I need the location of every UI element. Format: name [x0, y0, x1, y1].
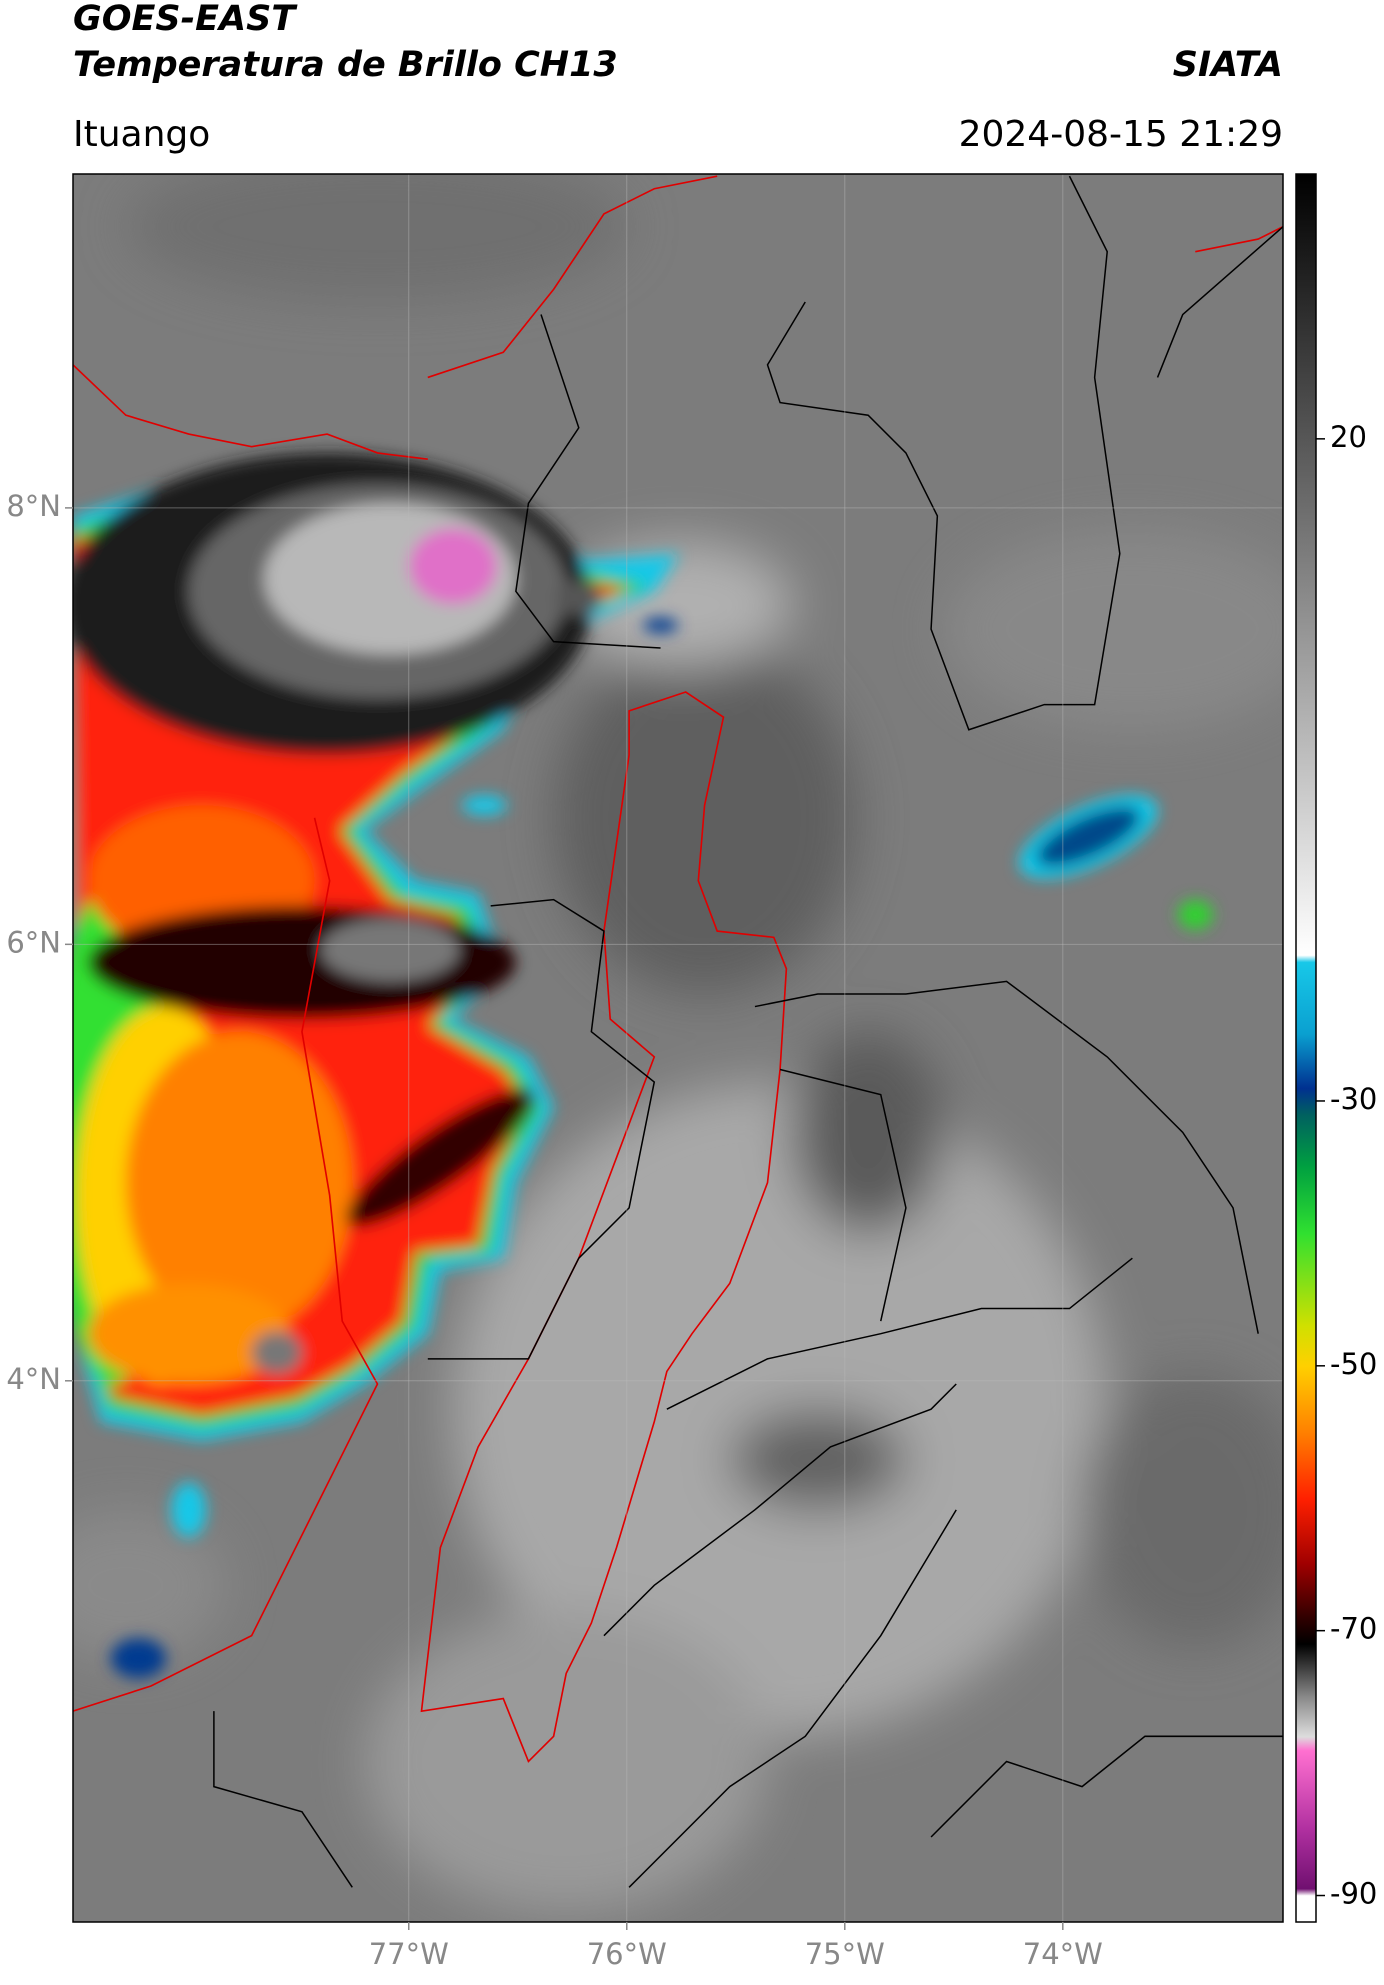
- colorbar-tick-label: -70: [1330, 1612, 1377, 1646]
- location: Ituango: [73, 114, 210, 155]
- lon-tick-label: 75°W: [805, 1937, 885, 1971]
- lon-tick-label: 77°W: [369, 1937, 449, 1971]
- colorbar: [1295, 173, 1317, 1923]
- grid: [73, 174, 1283, 1922]
- lon-tick-label: 74°W: [1023, 1937, 1103, 1971]
- lat-tick-label: 8°N: [6, 489, 61, 523]
- source: SIATA: [1173, 45, 1283, 85]
- satellite-image: [73, 174, 1283, 1922]
- colorbar-tick-label: -30: [1330, 1082, 1377, 1116]
- datetime: 2024-08-15 21:29: [959, 114, 1283, 155]
- lat-tick-label: 4°N: [6, 1362, 61, 1396]
- product-title: Temperatura de Brillo CH13: [73, 45, 618, 85]
- satellite-title: GOES-EAST: [73, 0, 298, 39]
- colorbar-tick-label: 20: [1330, 420, 1367, 454]
- lat-tick-label: 6°N: [6, 925, 61, 959]
- map-frame: [72, 173, 1284, 1923]
- colorbar-tick-label: -50: [1330, 1347, 1377, 1381]
- colorbar-tick-label: -90: [1330, 1877, 1377, 1911]
- lon-tick-label: 76°W: [587, 1937, 667, 1971]
